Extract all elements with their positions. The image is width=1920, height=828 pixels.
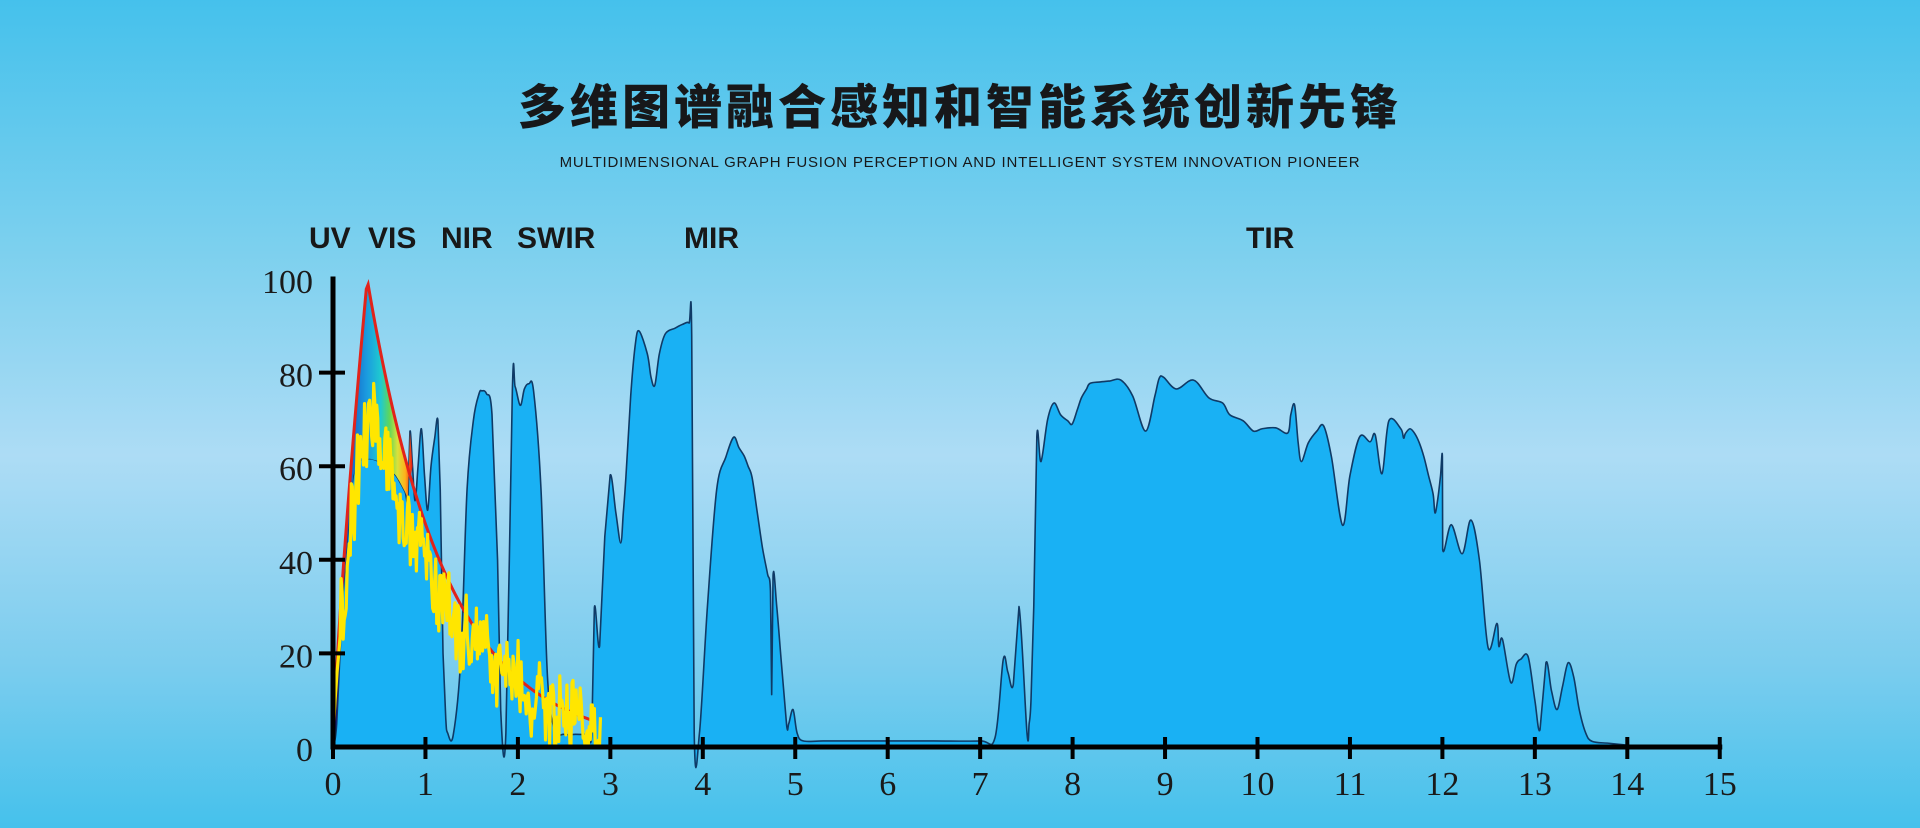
svg-text:14: 14 xyxy=(1610,766,1644,803)
svg-text:1: 1 xyxy=(417,766,434,803)
svg-text:4: 4 xyxy=(694,766,711,803)
svg-text:11: 11 xyxy=(1334,766,1367,803)
svg-text:13: 13 xyxy=(1518,766,1552,803)
svg-text:2: 2 xyxy=(509,766,526,803)
svg-text:15: 15 xyxy=(1703,766,1737,803)
svg-text:7: 7 xyxy=(972,766,989,803)
svg-text:9: 9 xyxy=(1157,766,1174,803)
svg-text:12: 12 xyxy=(1425,766,1459,803)
svg-text:20: 20 xyxy=(279,638,313,675)
svg-text:8: 8 xyxy=(1064,766,1081,803)
svg-text:0: 0 xyxy=(325,766,342,803)
svg-text:80: 80 xyxy=(279,358,313,395)
svg-text:60: 60 xyxy=(279,451,313,488)
svg-text:10: 10 xyxy=(1241,766,1275,803)
svg-text:6: 6 xyxy=(879,766,896,803)
svg-text:5: 5 xyxy=(787,766,804,803)
svg-text:3: 3 xyxy=(602,766,619,803)
svg-text:100: 100 xyxy=(262,264,313,301)
svg-text:40: 40 xyxy=(279,545,313,582)
svg-text:0: 0 xyxy=(296,732,313,769)
